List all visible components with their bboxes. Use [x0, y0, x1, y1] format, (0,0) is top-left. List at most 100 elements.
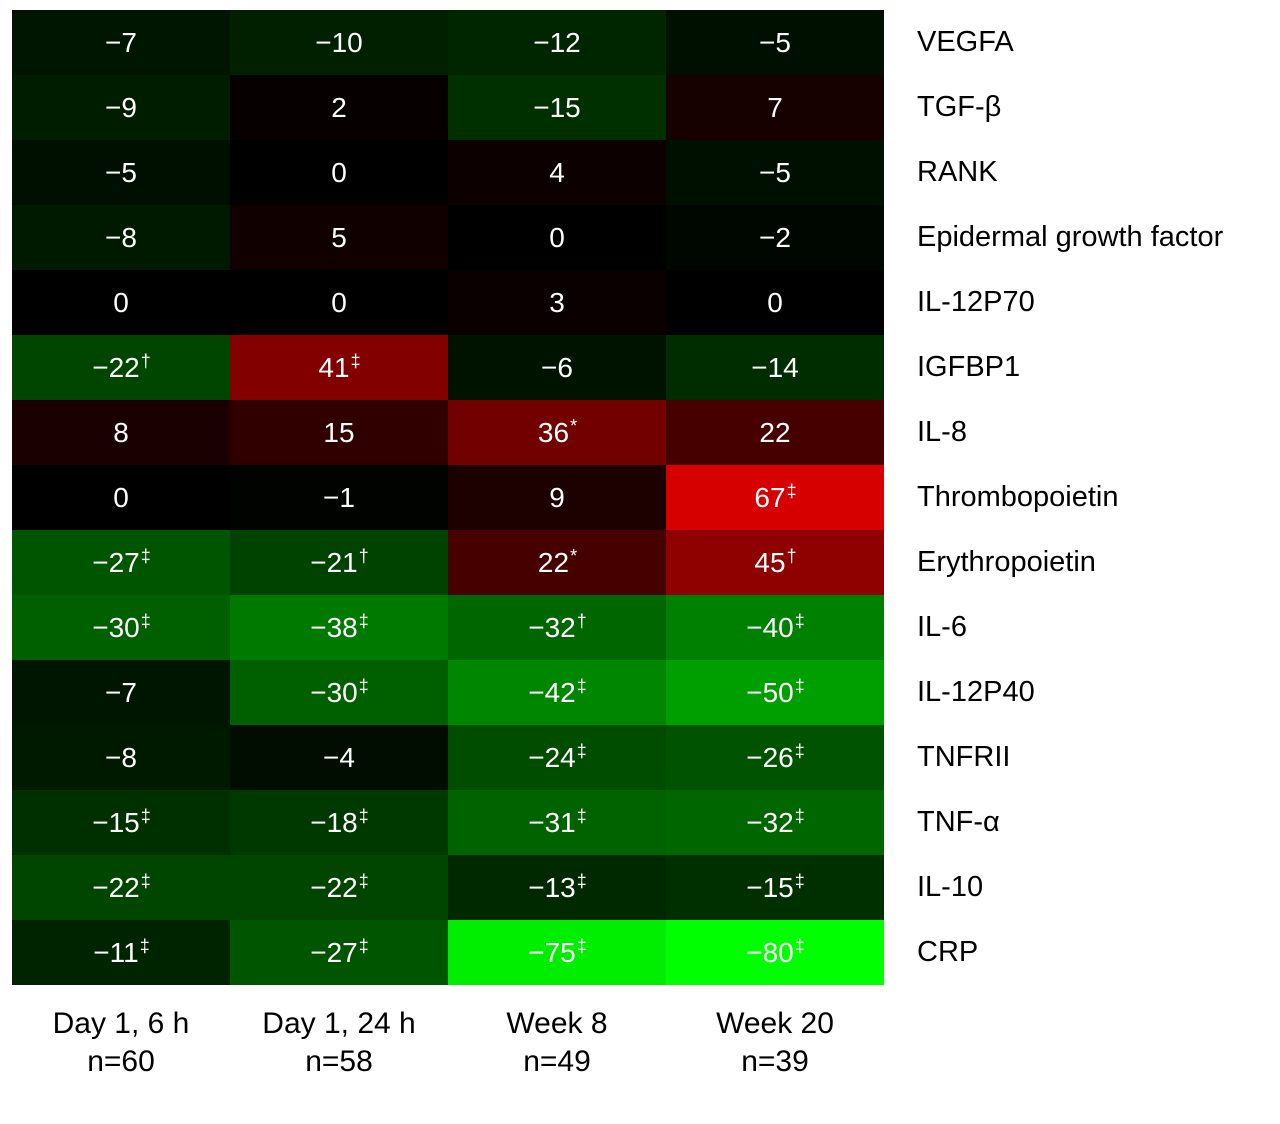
cell-value: −30	[92, 611, 140, 643]
cell-value: 0	[331, 156, 347, 188]
row-label: IL-6	[917, 611, 967, 643]
heatmap-cell: 0	[230, 140, 448, 205]
heatmap-cell: −50 ‡	[666, 660, 884, 725]
cell-value: 0	[331, 286, 347, 318]
cell-value: −18	[310, 806, 358, 838]
heatmap-cell: 9	[448, 465, 666, 530]
cell-value: 7	[767, 91, 783, 123]
heatmap-cell: −8	[12, 725, 230, 790]
heatmap-cell: −31 ‡	[448, 790, 666, 855]
cell-value: −14	[751, 351, 799, 383]
column-n-label: n=49	[523, 1044, 591, 1078]
heatmap-cell: −5	[666, 10, 884, 75]
heatmap-cell: −4	[230, 725, 448, 790]
heatmap-cell: −32 †	[448, 595, 666, 660]
cell-value: 41	[318, 351, 350, 383]
heatmap-cell: −30 ‡	[230, 660, 448, 725]
cell-value: −80	[746, 936, 794, 968]
cell-value: 36	[537, 416, 570, 448]
column-captions: Day 1, 6 h n=60 Day 1, 24 h n=58 Week 8 n=49 W…	[12, 1005, 884, 1080]
heatmap-cell: 2	[230, 75, 448, 140]
heatmap-cell: −27 ‡	[12, 530, 230, 595]
heatmap-cell: 0	[230, 270, 448, 335]
cell-value: 0	[113, 481, 129, 513]
row-label: CRP	[917, 936, 979, 968]
heatmap-cell: −32 ‡	[666, 790, 884, 855]
column-caption: Week 20 n=39	[666, 1005, 884, 1080]
cell-value: 8	[113, 416, 129, 448]
heatmap-cell: 0	[448, 205, 666, 270]
cell-value: 0	[113, 286, 129, 318]
cell-value: −4	[323, 741, 355, 773]
heatmap-cell: −12	[448, 10, 666, 75]
cell-value: −26	[746, 741, 794, 773]
cell-value: −24	[528, 741, 576, 773]
heatmap-cell: 45 †	[666, 530, 884, 595]
heatmap-cell: 8	[12, 400, 230, 465]
heatmap-cell: 67 ‡	[666, 465, 884, 530]
cell-value: −15	[92, 806, 140, 838]
cell-value: −75	[528, 936, 576, 968]
heatmap-cell: −22 ‡	[12, 855, 230, 920]
heatmap-cell: −26 ‡	[666, 725, 884, 790]
heatmap-cell: −22 †	[12, 335, 230, 400]
cell-value: 15	[323, 416, 355, 448]
cell-value: 9	[549, 481, 565, 513]
cell-value: 3	[549, 286, 565, 318]
heatmap-cell: 5	[230, 205, 448, 270]
column-n-label: n=58	[305, 1044, 373, 1078]
cell-value: 45	[754, 546, 786, 578]
row-labels: VEGFA TGF-β RANK Epidermal growth factor IL-…	[917, 10, 1223, 985]
heatmap-cell: −5	[12, 140, 230, 205]
row-label: Thrombopoietin	[917, 481, 1119, 513]
heatmap-cell: 22 *	[448, 530, 666, 595]
heatmap-cell: 4	[448, 140, 666, 205]
cell-value: 2	[331, 91, 347, 123]
cell-value: −50	[746, 676, 794, 708]
cell-value: −8	[105, 741, 137, 773]
heatmap-cell: −7	[12, 660, 230, 725]
heatmap-cell: −24 ‡	[448, 725, 666, 790]
heatmap-cell: −13 ‡	[448, 855, 666, 920]
heatmap-cell: −75 ‡	[448, 920, 666, 985]
column-timepoint-label: Day 1, 6 h	[52, 1007, 190, 1040]
heatmap-cell: −80 ‡	[666, 920, 884, 985]
cell-value: −11	[93, 936, 139, 968]
heatmap-cell: 0	[666, 270, 884, 335]
cell-value: −22	[92, 871, 140, 903]
column-timepoint-label: Day 1, 24 h	[262, 1007, 416, 1040]
column-caption: Day 1, 24 h n=58	[230, 1005, 448, 1080]
cell-value: 0	[549, 221, 565, 253]
heatmap-cell: −9	[12, 75, 230, 140]
column-timepoint-label: Week 8	[506, 1007, 608, 1040]
cell-value: −32	[746, 806, 794, 838]
cell-value: −27	[92, 546, 140, 578]
cell-value: −2	[759, 221, 791, 253]
cell-value: −1	[323, 481, 355, 513]
row-label: RANK	[917, 156, 998, 188]
heatmap-cell: 36 *	[448, 400, 666, 465]
heatmap-grid: −7 −10 −12 −5 −9 2 −15 7 −5 0 4 −5 −8 5 0 −2 0 0 3 0 −22 † 41 ‡…	[12, 10, 884, 985]
heatmap-cell: −22 ‡	[230, 855, 448, 920]
cell-value: −6	[541, 351, 573, 383]
heatmap-cell: −40 ‡	[666, 595, 884, 660]
row-label: Epidermal growth factor	[917, 221, 1224, 253]
row-label: IGFBP1	[917, 351, 1021, 383]
heatmap-cell: 3	[448, 270, 666, 335]
heatmap-cell: 0	[12, 270, 230, 335]
heatmap-cell: −2	[666, 205, 884, 270]
cell-value: 5	[331, 221, 347, 253]
cell-value: −21	[310, 546, 358, 578]
heatmap-cell: 41 ‡	[230, 335, 448, 400]
heatmap-cell: −14	[666, 335, 884, 400]
row-label: TNFRII	[917, 741, 1011, 773]
row-label: IL-12P70	[917, 286, 1035, 318]
cell-value: −15	[746, 871, 794, 903]
cell-value: −12	[533, 26, 581, 58]
cell-value: −22	[92, 351, 140, 383]
heatmap-cell: −42 ‡	[448, 660, 666, 725]
heatmap-cell: −15 ‡	[12, 790, 230, 855]
heatmap-cell: −30 ‡	[12, 595, 230, 660]
cell-value: 0	[767, 286, 783, 318]
row-label: VEGFA	[917, 26, 1014, 58]
